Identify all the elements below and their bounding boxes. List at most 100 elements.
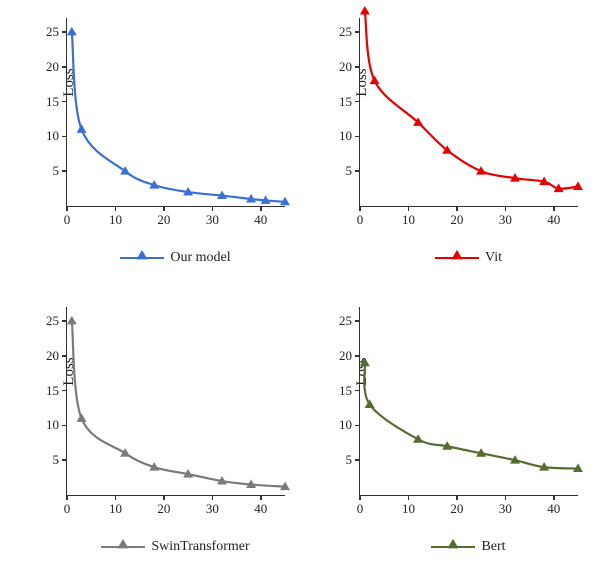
legend-marker-icon (135, 249, 149, 268)
y-tick-mark (355, 320, 360, 322)
chart-area: Loss 510152025010203040 (66, 307, 285, 496)
legend-line (101, 546, 145, 549)
x-tick-mark (408, 495, 410, 500)
x-tick-label: 30 (499, 501, 512, 517)
x-tick-label: 30 (499, 212, 512, 228)
legend-label: Bert (481, 539, 505, 555)
legend-label: SwinTransformer (151, 539, 249, 555)
y-tick-mark (62, 355, 67, 357)
x-tick-mark (260, 495, 262, 500)
plot-svg (360, 18, 578, 206)
x-tick-label: 30 (206, 501, 219, 517)
y-tick-label: 10 (46, 417, 59, 433)
legend: Our model (66, 245, 285, 271)
y-tick-label: 10 (46, 128, 59, 144)
y-tick-mark (62, 31, 67, 33)
x-tick-mark (505, 495, 507, 500)
legend-marker-icon (446, 538, 460, 557)
y-tick-mark (62, 320, 67, 322)
chart-area: Loss 510152025010203040 (359, 307, 578, 496)
y-tick-label: 15 (46, 94, 59, 110)
y-tick-label: 5 (346, 452, 353, 468)
legend-line (431, 546, 475, 549)
x-tick-mark (359, 206, 361, 211)
y-tick-label: 15 (339, 383, 352, 399)
y-tick-label: 20 (339, 59, 352, 75)
y-tick-label: 15 (339, 94, 352, 110)
y-tick-label: 25 (339, 313, 352, 329)
x-tick-label: 0 (64, 501, 71, 517)
legend-marker-icon (116, 538, 130, 557)
panel-our-model: Loss 510152025010203040 Our model (18, 8, 291, 279)
y-tick-mark (355, 66, 360, 68)
y-tick-label: 5 (346, 163, 353, 179)
x-tick-mark (66, 206, 68, 211)
y-tick-mark (355, 136, 360, 138)
panel-bert: Loss 510152025010203040 Bert (311, 297, 584, 568)
x-tick-label: 20 (157, 212, 170, 228)
y-tick-mark (355, 459, 360, 461)
y-tick-label: 20 (339, 348, 352, 364)
y-tick-label: 10 (339, 128, 352, 144)
panel-grid: Loss 510152025010203040 Our model Loss 5… (18, 8, 584, 568)
x-tick-mark (115, 206, 117, 211)
x-tick-mark (212, 495, 214, 500)
legend: Vit (359, 245, 578, 271)
x-tick-label: 30 (206, 212, 219, 228)
x-tick-label: 40 (547, 212, 560, 228)
y-tick-mark (62, 101, 67, 103)
plot-svg (67, 18, 285, 206)
y-tick-mark (355, 390, 360, 392)
x-tick-label: 40 (547, 501, 560, 517)
x-tick-label: 0 (357, 212, 364, 228)
x-tick-label: 10 (109, 212, 122, 228)
x-tick-mark (456, 206, 458, 211)
x-tick-label: 40 (254, 501, 267, 517)
y-tick-label: 25 (46, 313, 59, 329)
y-tick-label: 5 (53, 452, 60, 468)
x-tick-mark (408, 206, 410, 211)
x-tick-mark (359, 495, 361, 500)
y-tick-mark (62, 66, 67, 68)
y-tick-label: 15 (46, 383, 59, 399)
legend-label: Vit (485, 250, 502, 266)
legend: Bert (359, 534, 578, 560)
y-tick-label: 5 (53, 163, 60, 179)
y-tick-label: 20 (46, 348, 59, 364)
legend: SwinTransformer (66, 534, 285, 560)
y-tick-mark (62, 390, 67, 392)
y-tick-mark (355, 101, 360, 103)
x-tick-mark (553, 495, 555, 500)
x-tick-mark (505, 206, 507, 211)
y-tick-mark (62, 459, 67, 461)
legend-marker-icon (450, 249, 464, 268)
y-tick-mark (62, 425, 67, 427)
y-tick-mark (62, 136, 67, 138)
x-tick-mark (163, 206, 165, 211)
y-tick-label: 20 (46, 59, 59, 75)
chart-area: Loss 510152025010203040 (359, 18, 578, 207)
x-tick-mark (115, 495, 117, 500)
plot-svg (360, 307, 578, 495)
x-tick-mark (212, 206, 214, 211)
y-tick-mark (355, 170, 360, 172)
panel-swin: Loss 510152025010203040 SwinTransformer (18, 297, 291, 568)
figure: Loss 510152025010203040 Our model Loss 5… (0, 0, 600, 574)
x-tick-label: 40 (254, 212, 267, 228)
y-tick-mark (355, 31, 360, 33)
legend-label: Our model (170, 250, 230, 266)
x-tick-label: 10 (109, 501, 122, 517)
legend-line (120, 257, 164, 260)
y-tick-label: 10 (339, 417, 352, 433)
x-tick-label: 20 (157, 501, 170, 517)
x-tick-label: 10 (402, 212, 415, 228)
x-tick-mark (163, 495, 165, 500)
chart-area: Loss 510152025010203040 (66, 18, 285, 207)
y-tick-mark (355, 355, 360, 357)
x-tick-mark (456, 495, 458, 500)
y-tick-label: 25 (46, 24, 59, 40)
plot-svg (67, 307, 285, 495)
x-tick-label: 0 (64, 212, 71, 228)
x-tick-label: 20 (450, 212, 463, 228)
y-tick-mark (62, 170, 67, 172)
